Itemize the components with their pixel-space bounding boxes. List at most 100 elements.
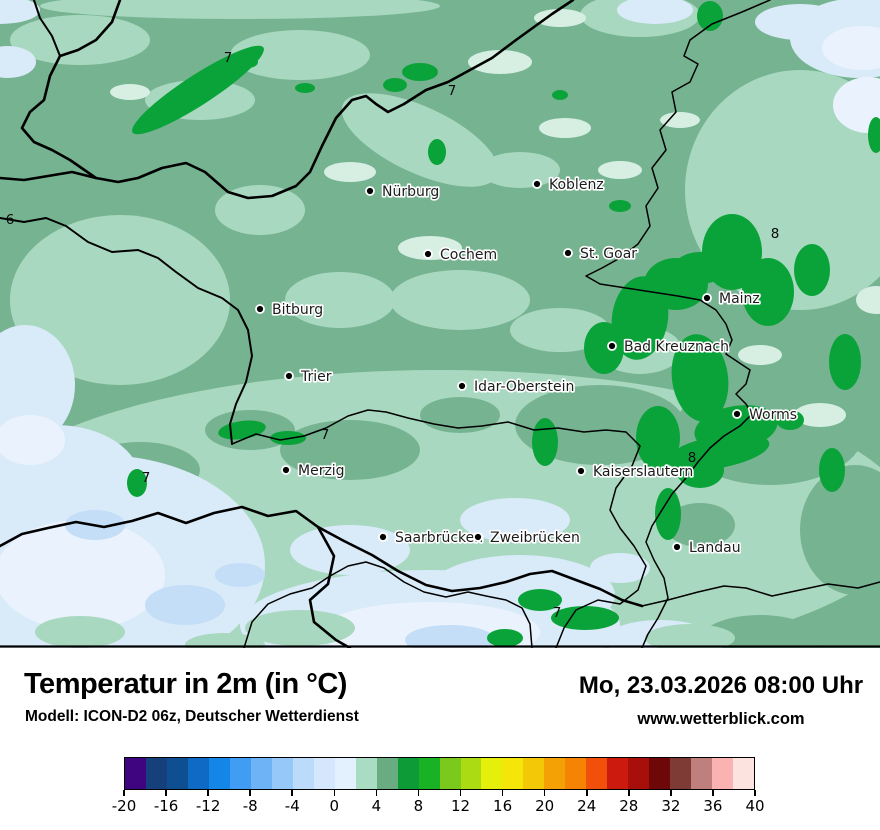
- colorbar-tick-label: 32: [661, 797, 681, 815]
- contour-label: 7: [553, 605, 562, 621]
- colorbar-segment: [607, 758, 629, 789]
- colorbar-tick-label: 0: [329, 797, 340, 815]
- colorbar-tick-label: 16: [493, 797, 513, 815]
- city-dot: [607, 341, 617, 351]
- colorbar-tick-label: 12: [450, 797, 471, 815]
- contour-label: 7: [321, 427, 330, 443]
- city-label: Merzig: [298, 463, 345, 479]
- city-label: Nürburg: [382, 184, 439, 200]
- colorbar-tick-label: -16: [153, 797, 179, 815]
- city-merzig: Merzig: [281, 461, 346, 481]
- city-dot: [672, 542, 682, 552]
- colorbar-segment: [271, 758, 293, 789]
- colorbar-tick-label: -4: [284, 797, 300, 815]
- city-dot: [378, 532, 388, 542]
- colorbar-tick-label: 40: [745, 797, 765, 815]
- map-light-blue-zones: [0, 0, 880, 648]
- city-cochem: Cochem: [423, 245, 499, 265]
- colorbar-segment: [481, 758, 503, 789]
- colorbar-tick-label: -8: [242, 797, 258, 815]
- colorbar-tick: [249, 790, 251, 796]
- city-dot: [473, 532, 483, 542]
- colorbar-tick-label: -12: [195, 797, 221, 815]
- colorbar-segment: [208, 758, 230, 789]
- city-dot: [732, 409, 742, 419]
- model-subtitle: Modell: ICON-D2 06z, Deutscher Wetterdie…: [25, 708, 359, 725]
- colorbar-segment: [292, 758, 314, 789]
- city-dot: [563, 248, 573, 258]
- colorbar-tick: [670, 790, 672, 796]
- map-pale-mint-patches: [110, 9, 880, 427]
- forecast-datetime: Mo, 23.03.2026 08:00 Uhr: [578, 672, 864, 699]
- city-st-goar: St. Goar: [563, 244, 639, 264]
- colorbar-segment: [418, 758, 440, 789]
- colorbar-tick-label: 20: [535, 797, 555, 815]
- city-markers: Nürburg Koblenz Cochem St. Goar Bitburg Mainz…: [255, 175, 799, 558]
- colorbar-tick: [543, 790, 546, 796]
- colorbar-segment: [502, 758, 524, 789]
- colorbar-segment: [125, 758, 146, 789]
- city-dot: [255, 304, 265, 314]
- colorbar-tick: [333, 790, 336, 796]
- colorbar-tick: [375, 790, 378, 796]
- city-idar-oberstein: Idar-Oberstein: [457, 377, 576, 397]
- city-koblenz: Koblenz: [532, 175, 605, 195]
- city-label: Kaiserslautern: [593, 464, 693, 480]
- map-dark-green-patches: [127, 1, 880, 647]
- contour-label: 6: [6, 212, 15, 228]
- city-label: Zweibrücken: [490, 530, 580, 546]
- colorbar-tick-label: 4: [371, 797, 382, 815]
- colorbar-segment: [670, 758, 692, 789]
- weather-map: 7 7 6 8 7 7 8 7 Nürburg Koblenz Cochem St. Goar Bit…: [0, 0, 880, 648]
- colorbar-tick: [712, 790, 714, 796]
- city-label: Trier: [300, 369, 332, 385]
- colorbar-tick-label: 8: [413, 797, 424, 815]
- city-trier: Trier: [284, 367, 333, 387]
- city-dot: [365, 186, 375, 196]
- colorbar-segment: [229, 758, 251, 789]
- colorbar-segment: [397, 758, 419, 789]
- city-dot: [423, 249, 433, 259]
- city-landau: Landau: [672, 538, 742, 558]
- city-saarbruecken: Saarbrücken: [378, 528, 485, 548]
- colorbar-segment: [439, 758, 461, 789]
- city-label: Bitburg: [272, 302, 323, 318]
- city-label: Idar-Oberstein: [474, 379, 574, 395]
- city-zweibruecken: Zweibrücken: [473, 528, 581, 548]
- map-bottom-frame: [0, 645, 880, 648]
- city-dot: [457, 381, 467, 391]
- page-title: Temperatur in 2m (in °C): [24, 668, 347, 700]
- colorbar-tick: [628, 790, 630, 796]
- colorbar-tick: [123, 790, 125, 796]
- contour-labels: 7 7 6 8 7 7 8 7: [6, 50, 780, 621]
- colorbar-segment: [376, 758, 398, 789]
- colorbar-tick: [291, 790, 294, 796]
- colorbar-segment: [628, 758, 650, 789]
- city-label: Landau: [689, 540, 741, 556]
- colorbar-segment: [733, 758, 755, 789]
- colorbar-tick: [501, 790, 504, 796]
- contour-label: 7: [448, 83, 457, 99]
- city-dot: [576, 466, 586, 476]
- colorbar-segment: [691, 758, 713, 789]
- city-bad-kreuznach: Bad Kreuznach: [607, 337, 731, 357]
- city-dot: [702, 293, 712, 303]
- colorbar-segment: [166, 758, 188, 789]
- colorbar-segment: [649, 758, 671, 789]
- colorbar-tick-label: 24: [577, 797, 597, 815]
- city-label: Bad Kreuznach: [624, 339, 729, 355]
- colorbar-tick: [754, 790, 756, 796]
- colorbar-segment: [313, 758, 335, 789]
- city-label: Koblenz: [549, 177, 604, 193]
- contour-label: 8: [688, 450, 697, 466]
- colorbar-tick: [207, 790, 209, 796]
- colorbar-segment: [712, 758, 734, 789]
- colorbar-segment: [460, 758, 482, 789]
- contour-label: 7: [142, 470, 151, 486]
- colorbar-segment: [544, 758, 566, 789]
- colorbar-segment: [355, 758, 377, 789]
- temperature-colorbar: [124, 757, 755, 790]
- colorbar-tick: [585, 790, 588, 796]
- map-borders: [0, 0, 880, 648]
